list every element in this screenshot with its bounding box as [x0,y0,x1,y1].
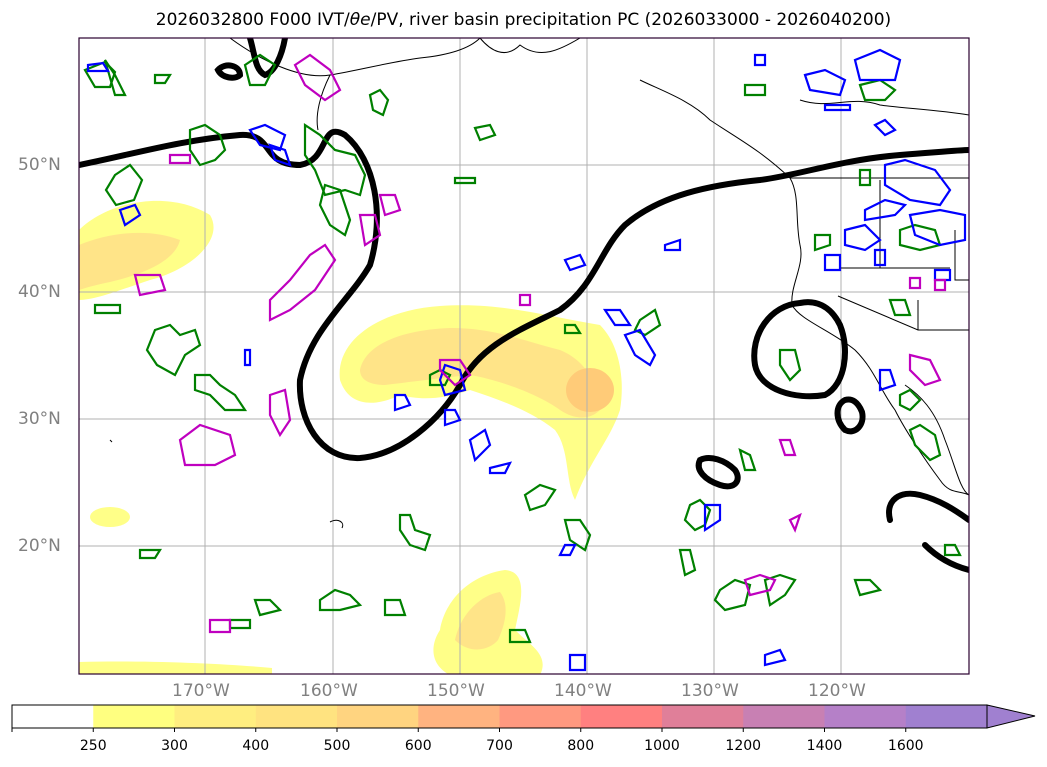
lat-label-30n: 30°N [18,409,61,429]
pv-loop-small-1 [834,396,866,435]
colorbar-cell [255,705,338,728]
lat-label-40n: 40°N [18,282,61,302]
colorbar-extend-arrow [986,704,1036,729]
lon-label-160w: 160°W [300,681,358,701]
colorbar-tick-label: 1600 [887,738,924,754]
pv-arc-se [886,490,969,523]
ivt-max-east [566,368,614,412]
pv-loop-ca [751,299,848,400]
colorbar-tick-label: 1200 [725,738,762,754]
theta-e-magenta-contours [133,53,947,634]
colorbar-cell [905,705,988,728]
theta-e-blue-contours [86,48,967,672]
lat-label-50n: 50°N [18,155,61,175]
colorbar-tick-label: 500 [323,738,351,754]
chart-title: 2026032800 F000 IVT/θe/PV, river basin p… [155,10,892,30]
pv-loop-small-2 [695,455,741,490]
colorbar-tick-label: 250 [79,738,107,754]
pv-contours [79,38,969,573]
colorbar [11,704,1036,732]
ivt-plume-west-core [79,232,180,290]
colorbar-cell [337,705,419,728]
lon-label-170w: 170°W [172,681,230,701]
colorbar-tick-label: 700 [486,738,513,754]
colorbar-tick-label: 800 [567,738,595,754]
colorbar-cell [580,705,663,728]
map-panel [78,37,970,675]
lon-label-150w: 150°W [427,681,485,701]
ivt-plume-south-core [455,592,506,650]
colorbar-tick-label: 1000 [644,738,680,754]
colorbar-tick-label: 300 [161,738,188,754]
colorbar-cell [93,705,175,728]
lat-label-20n: 20°N [18,536,61,556]
colorbar-cell [662,705,744,728]
ivt-blob-sw [90,507,130,527]
pv-loop-nw [214,62,244,81]
colorbar-cell [12,705,94,728]
colorbar-cell [418,705,500,728]
lon-label-130w: 130°W [681,681,739,701]
map-frame [78,37,970,675]
colorbar-cell [174,705,257,728]
pv-arc-nw [247,38,288,79]
colorbar-tick-label: 600 [404,738,432,754]
pv-arc-se2 [922,542,969,573]
lon-label-120w: 120°W [808,681,866,701]
ivt-shading [79,200,622,674]
colorbar-cell [499,705,582,728]
ivt-strip-south [79,661,272,674]
lon-label-140w: 140°W [554,681,612,701]
colorbar-tick-label: 400 [242,738,270,754]
pv-main-contour [79,128,969,462]
colorbar-cell [743,705,825,728]
ivt-plume-central-core [360,328,600,418]
colorbar-cell [824,705,907,728]
colorbar-tick-label: 1400 [806,738,843,754]
